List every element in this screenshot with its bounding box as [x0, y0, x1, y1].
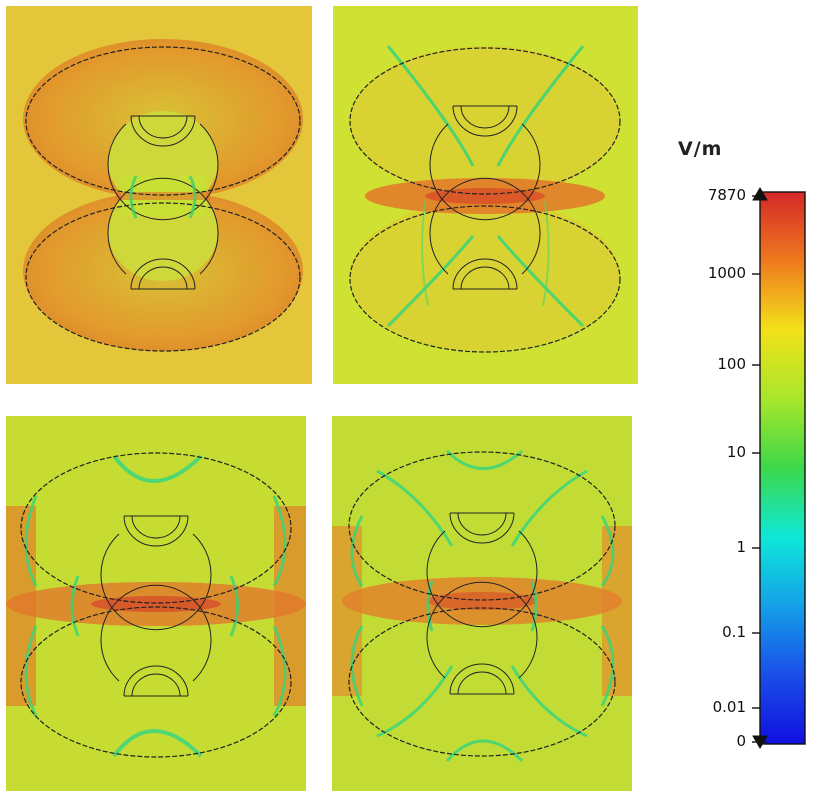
upper-iris-outline	[123, 515, 189, 547]
lower-inner-outline	[107, 177, 219, 275]
field-plot-1	[6, 6, 312, 384]
field-plot-3	[6, 416, 306, 791]
upper-inner-outline	[100, 533, 212, 631]
lower-cavity-field	[350, 201, 620, 351]
max-arrow-icon	[752, 187, 768, 201]
nodal-line-right	[229, 495, 287, 717]
colorbar-tick-label: 7870	[707, 186, 746, 204]
upper-inner-outline	[429, 123, 541, 221]
lower-iris-outline-2	[131, 673, 181, 697]
colorbar-tick-label: 0	[736, 732, 746, 750]
central-hot-core	[427, 592, 537, 610]
field-plot-4	[332, 416, 632, 791]
upper-iris-outline	[449, 512, 515, 544]
upper-iris-outline	[130, 115, 196, 147]
lower-cavity-outline	[20, 606, 292, 758]
central-hot-core	[425, 188, 545, 204]
lower-inner-outline	[426, 581, 538, 679]
field-plot-panel-4	[332, 416, 632, 791]
colorbar-unit: V/m	[678, 138, 723, 160]
upper-inner-outline	[107, 123, 219, 221]
upper-cavity-outline	[20, 452, 292, 604]
upper-cavity-outline	[348, 451, 616, 601]
nodal-line-bottom	[112, 729, 203, 758]
field-plot-panel-3	[6, 416, 306, 791]
lower-inner-outline	[429, 177, 541, 275]
field-plot-panel-1	[6, 6, 312, 384]
upper-iris-outline-2	[457, 512, 507, 536]
upper-iris-outline-2	[138, 115, 188, 139]
lower-iris-outline-2	[460, 266, 510, 290]
field-plot-panel-2	[333, 6, 638, 384]
colorbar-graphic	[752, 187, 806, 749]
colorbar-tick-label: 10	[726, 443, 746, 461]
upper-inner-outline	[426, 530, 538, 628]
nodal-line-side	[350, 515, 615, 707]
colorbar-tick-label: 1000	[707, 264, 746, 282]
upper-cavity-outline	[25, 46, 301, 196]
lower-cavity-outline	[348, 607, 616, 757]
colorbar-ticks	[752, 187, 768, 749]
lower-cavity-outline	[349, 205, 621, 353]
colorbar-tick-label: 1	[736, 538, 746, 556]
nodal-line-top	[376, 449, 588, 547]
upper-iris-outline-2	[131, 515, 181, 539]
upper-iris-outline	[452, 105, 518, 137]
lower-iris-outline	[452, 258, 518, 290]
lower-inner-outline	[100, 584, 212, 682]
upper-cavity-outline	[349, 47, 621, 195]
lower-iris-outline-2	[138, 266, 188, 290]
nodal-line-top	[112, 454, 203, 483]
nodal-line-left	[24, 495, 80, 717]
min-arrow-icon	[752, 735, 768, 749]
colorbar-tick-label: 100	[717, 355, 746, 373]
central-hot-core	[91, 596, 221, 612]
lower-iris-outline	[130, 258, 196, 290]
nodal-line-side	[421, 200, 550, 307]
lower-cavity-outline	[25, 202, 301, 352]
lower-iris-outline	[123, 665, 189, 697]
green-field-line	[129, 175, 197, 219]
lower-iris-outline	[449, 663, 515, 695]
colorbar-gradient	[759, 191, 806, 745]
field-plot-2	[333, 6, 638, 384]
nodal-line-right	[496, 45, 585, 328]
colorbar-tick-label: 0.1	[722, 623, 746, 641]
colorbar-tick-label: 0.01	[712, 698, 746, 716]
colorbar	[660, 130, 814, 770]
upper-iris-outline-2	[460, 105, 510, 129]
lower-iris-outline-2	[457, 671, 507, 695]
